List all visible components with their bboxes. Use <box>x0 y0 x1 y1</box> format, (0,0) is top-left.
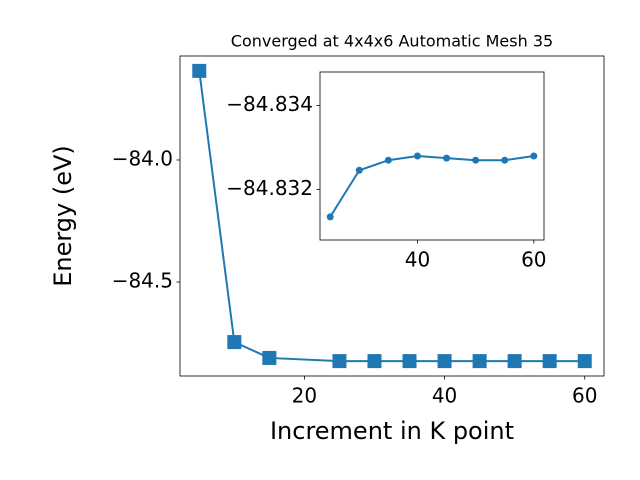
chart-title: Converged at 4x4x6 Automatic Mesh 35 <box>231 32 553 51</box>
marker <box>262 350 277 365</box>
x-tick-label: 40 <box>405 248 430 272</box>
plot-area <box>319 71 545 241</box>
y-tick-label: −84.834 <box>226 92 313 116</box>
marker <box>530 152 538 160</box>
marker <box>542 354 557 369</box>
marker <box>577 354 592 369</box>
y-tick-label: −84.0 <box>112 146 173 170</box>
y-tick-label: −84.5 <box>112 269 173 293</box>
marker <box>326 213 334 221</box>
marker <box>413 152 421 160</box>
y-axis-label: Energy (eV) <box>49 145 77 287</box>
y-tick-label: −84.832 <box>226 176 313 200</box>
series-line <box>329 154 534 218</box>
marker <box>501 156 509 164</box>
marker <box>472 354 487 369</box>
x-tick-label: 60 <box>521 248 546 272</box>
marker <box>443 154 451 162</box>
plot-area <box>179 55 605 377</box>
marker <box>384 156 392 164</box>
x-tick-label: 20 <box>292 384 317 408</box>
marker <box>227 335 242 350</box>
marker <box>507 354 522 369</box>
marker <box>367 354 382 369</box>
marker <box>192 63 207 78</box>
x-tick-label: 60 <box>572 384 597 408</box>
marker <box>332 354 347 369</box>
x-tick-label: 40 <box>432 384 457 408</box>
marker <box>355 166 363 174</box>
x-axis-label: Increment in K point <box>270 417 514 445</box>
marker <box>402 354 417 369</box>
marker <box>472 156 480 164</box>
marker <box>437 354 452 369</box>
